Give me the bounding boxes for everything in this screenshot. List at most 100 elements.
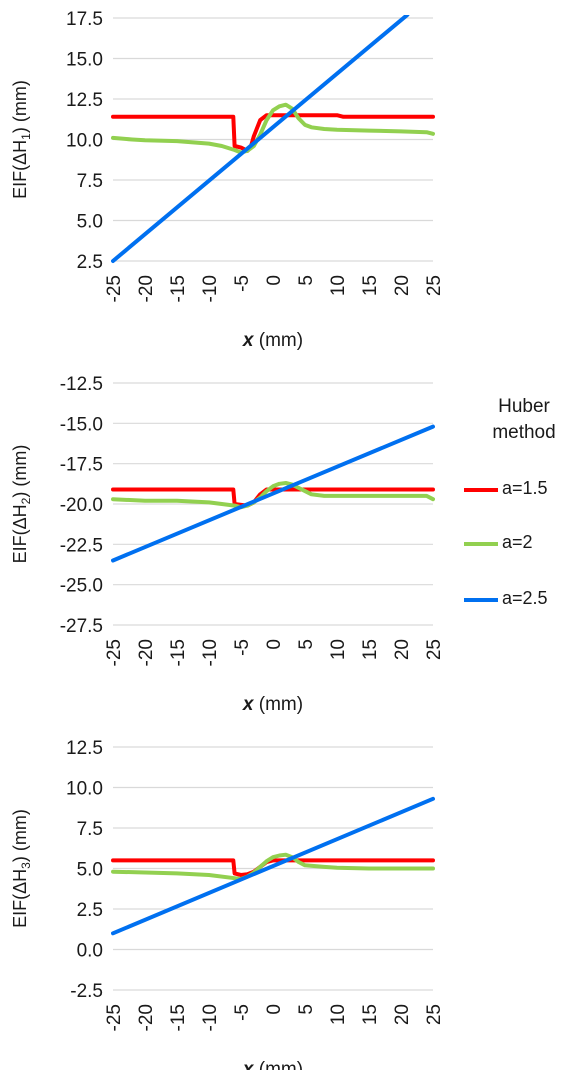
x-axis-label: x (mm) [242, 330, 303, 351]
y-tick-label: -12.5 [60, 374, 103, 395]
y-tick-label: 7.5 [77, 171, 103, 192]
series-line-a2 [111, 852, 435, 881]
y-tick-label: 15.0 [66, 50, 103, 71]
x-tick-label: 25 [424, 639, 445, 660]
y-axis-label-prefix: EIF(ΔH [10, 869, 30, 928]
x-tick-label: 10 [328, 1004, 349, 1025]
legend-title-line1: Huber [498, 396, 550, 417]
x-tick-label: 5 [296, 639, 317, 650]
legend-item-a2: a=2 [462, 532, 586, 556]
x-axis-variable: x [242, 1059, 255, 1070]
legend-swatch [464, 542, 498, 546]
series-group [111, 796, 435, 936]
y-axis-label-suffix: ) (mm) [10, 445, 30, 498]
series-line-a2 [111, 481, 435, 510]
x-tick-label: -20 [136, 275, 157, 302]
y-axis-label-prefix: EIF(ΔH [10, 504, 30, 563]
x-tick-label: 25 [424, 1004, 445, 1025]
chart-panel-1: 2.5 5.0 7.5 10.0 12.5 15.0 17.5 -25 -20 -15 -10 -5 0… [10, 9, 445, 351]
y-tick-label: -27.5 [60, 616, 103, 637]
x-tick-label: -25 [104, 1004, 125, 1031]
x-tick-label: -25 [104, 275, 125, 302]
y-tick-label: 10.0 [66, 131, 103, 152]
legend-title-line2: method [492, 422, 556, 443]
y-tick-label: -20.0 [60, 495, 103, 516]
legend-label: a=2 [502, 532, 533, 552]
x-tick-label: 25 [424, 275, 445, 296]
x-tick-label: -15 [168, 275, 189, 302]
legend-label: a=1.5 [502, 478, 548, 498]
y-tick-label: 17.5 [66, 9, 103, 30]
x-tick-label: 20 [392, 1004, 413, 1025]
x-tick-label: 0 [264, 639, 285, 650]
series-line-a25 [111, 796, 435, 936]
y-tick-label: 2.5 [77, 252, 103, 273]
x-axis-unit: (mm) [253, 330, 303, 351]
y-tick-label: 0.0 [77, 941, 103, 962]
legend-item-a25: a=2.5 [462, 588, 586, 612]
legend-swatch [464, 598, 498, 602]
y-tick-label: -15.0 [60, 414, 103, 435]
x-tick-label: -10 [200, 275, 221, 302]
series-line-a2 [111, 102, 435, 155]
y-axis-label-subscript: 1 [19, 133, 33, 140]
chart-panel-3: 12.5 10.0 7.5 5.0 2.5 0.0 -2.5-25 -20 -15 -10 -5 0 5… [10, 738, 445, 1070]
y-axis-label: EIF(ΔH1) (mm) [10, 80, 33, 199]
x-tick-label: -10 [200, 639, 221, 666]
series-group [111, 15, 435, 263]
y-axis-label-suffix: ) (mm) [10, 809, 30, 862]
y-axis-label: EIF(ΔH2) (mm) [10, 445, 33, 564]
y-tick-label: 10.0 [66, 779, 103, 800]
legend-swatch [464, 488, 498, 492]
x-tick-label: 5 [296, 1004, 317, 1015]
series-line-a25 [111, 15, 410, 263]
x-tick-label: 10 [328, 639, 349, 660]
y-axis-label: EIF(ΔH3) (mm) [10, 809, 33, 928]
x-tick-label: -5 [232, 639, 253, 656]
y-tick-label: 12.5 [66, 738, 103, 759]
x-tick-label: 0 [264, 275, 285, 286]
y-axis-label-prefix: EIF(ΔH [10, 140, 30, 199]
x-tick-label: -5 [232, 1004, 253, 1021]
y-tick-label: -22.5 [60, 535, 103, 556]
y-tick-label: 12.5 [66, 90, 103, 111]
y-tick-label: 7.5 [77, 819, 103, 840]
x-tick-label: 20 [392, 639, 413, 660]
y-tick-label: -17.5 [60, 455, 103, 476]
x-tick-label: 15 [360, 275, 381, 296]
y-tick-label: -2.5 [70, 981, 103, 1002]
y-axis-label-subscript: 3 [19, 862, 33, 869]
x-tick-label: -25 [104, 639, 125, 666]
legend-label: a=2.5 [502, 588, 548, 608]
y-axis-label-subscript: 2 [19, 497, 33, 504]
x-axis-label: x (mm) [242, 1059, 303, 1070]
series-line-a25 [111, 424, 435, 563]
x-tick-label: -10 [200, 1004, 221, 1031]
y-tick-label: 5.0 [77, 860, 103, 881]
x-tick-label: -5 [232, 275, 253, 292]
y-tick-label: 5.0 [77, 212, 103, 233]
x-tick-label: -15 [168, 639, 189, 666]
x-tick-label: 20 [392, 275, 413, 296]
chart-panel-2: -12.5 -15.0 -17.5 -20.0 -22.5 -25.0 -27.5-25 -2… [10, 374, 445, 715]
y-tick-label: 2.5 [77, 900, 103, 921]
series-line-a15 [111, 113, 435, 153]
x-axis-label: x (mm) [242, 694, 303, 715]
x-tick-label: -20 [136, 1004, 157, 1031]
x-tick-label: 15 [360, 1004, 381, 1025]
y-axis-label-suffix: ) (mm) [10, 80, 30, 133]
x-tick-label: 5 [296, 275, 317, 286]
x-tick-label: 15 [360, 639, 381, 660]
legend-item-a15: a=1.5 [462, 478, 586, 502]
x-tick-label: 0 [264, 1004, 285, 1015]
x-axis-unit: (mm) [253, 694, 303, 715]
x-tick-label: 10 [328, 275, 349, 296]
x-axis-variable: x [242, 330, 255, 351]
x-axis-variable: x [242, 694, 255, 715]
series-group [111, 424, 435, 563]
x-tick-label: -15 [168, 1004, 189, 1031]
x-tick-label: -20 [136, 639, 157, 666]
x-axis-unit: (mm) [253, 1059, 303, 1070]
y-tick-label: -25.0 [60, 576, 103, 597]
